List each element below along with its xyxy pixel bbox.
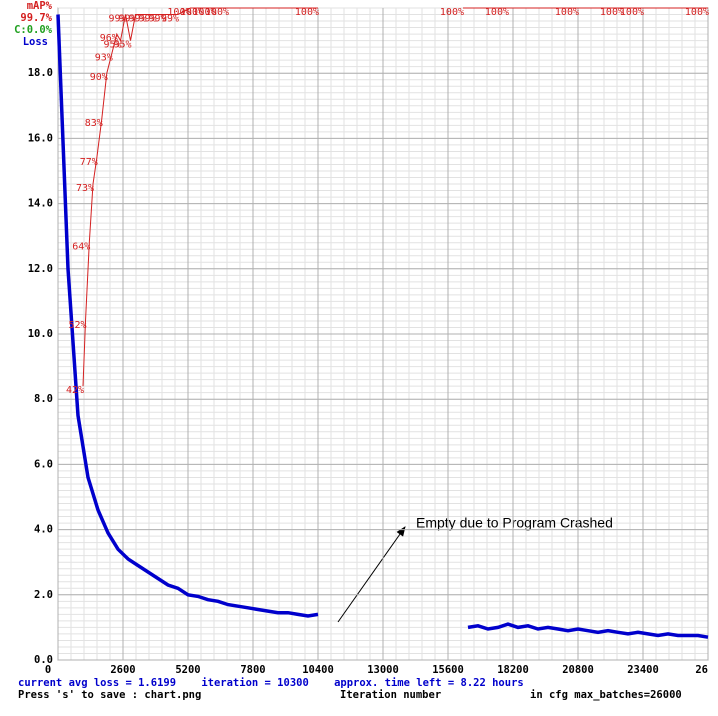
x-tick-label: 13000 <box>367 664 399 676</box>
data-label: 83% <box>85 118 103 129</box>
data-label: 52% <box>68 320 86 331</box>
y-tick-label: 14.0 <box>28 198 53 210</box>
y-tick-label: 10.0 <box>28 328 53 340</box>
y-tick-label: 12.0 <box>28 263 53 275</box>
data-label: 99% <box>118 14 136 25</box>
data-label: 64% <box>72 242 90 253</box>
x-tick-label: 0 <box>45 664 51 676</box>
data-label: 99% <box>161 14 179 25</box>
data-label: 100% <box>205 7 229 18</box>
data-label: 99% <box>138 14 156 25</box>
x-tick-label: 2600 <box>110 664 135 676</box>
data-label: 100% <box>440 7 464 18</box>
data-label: 73% <box>76 183 94 194</box>
data-label: 100% <box>555 7 579 18</box>
x-tick-label: 5200 <box>175 664 200 676</box>
header-loss: Loss <box>23 36 48 48</box>
data-label: 42% <box>66 385 84 396</box>
y-tick-label: 4.0 <box>34 524 53 536</box>
data-label: 90% <box>90 72 108 83</box>
data-label: 93% <box>95 53 113 64</box>
header-best: 99.7% <box>20 12 52 24</box>
header-map: mAP% <box>27 0 53 12</box>
y-tick-label: 2.0 <box>34 589 53 601</box>
data-label: 100% <box>620 7 644 18</box>
data-label: 100% <box>295 7 319 18</box>
data-label: 100% <box>485 7 509 18</box>
series-line <box>82 7 708 387</box>
series-line <box>56 14 709 639</box>
header-c: C:0.0% <box>14 24 53 36</box>
cfg-info: in cfg max_batches=26000 <box>530 689 682 701</box>
data-label: 100% <box>600 7 624 18</box>
x-tick-label: 23400 <box>627 664 659 676</box>
save-hint: Press 's' to save : chart.png <box>18 689 201 701</box>
y-tick-label: 16.0 <box>28 132 53 144</box>
data-label: 99% <box>148 14 166 25</box>
x-tick-label: 7800 <box>240 664 265 676</box>
x-tick-label: 15600 <box>432 664 464 676</box>
data-label: 100% <box>167 7 191 18</box>
x-tick-label: 10400 <box>302 664 334 676</box>
data-label: 96% <box>100 33 118 44</box>
data-label: 100% <box>192 7 216 18</box>
data-label: 99% <box>128 14 146 25</box>
data-label: 100% <box>685 7 709 18</box>
x-tick-label: 20800 <box>562 664 594 676</box>
data-label: 100% <box>180 7 204 18</box>
y-tick-label: 0.0 <box>34 654 53 666</box>
data-label: 95% <box>103 40 121 51</box>
data-label: 99% <box>108 14 126 25</box>
annotation-arrow <box>337 526 406 623</box>
y-tick-label: 18.0 <box>28 67 53 79</box>
y-tick-label: 8.0 <box>34 393 53 405</box>
x-axis-label: Iteration number <box>340 689 441 701</box>
data-label: 95% <box>113 40 131 51</box>
y-tick-label: 6.0 <box>34 458 53 470</box>
data-label: 77% <box>80 157 98 168</box>
status-line: current avg loss = 1.6199 iteration = 10… <box>18 677 524 689</box>
x-tick-label: 26 <box>695 664 708 676</box>
annotation: Empty due to Program Crashed <box>416 515 613 531</box>
x-tick-label: 18200 <box>497 664 529 676</box>
